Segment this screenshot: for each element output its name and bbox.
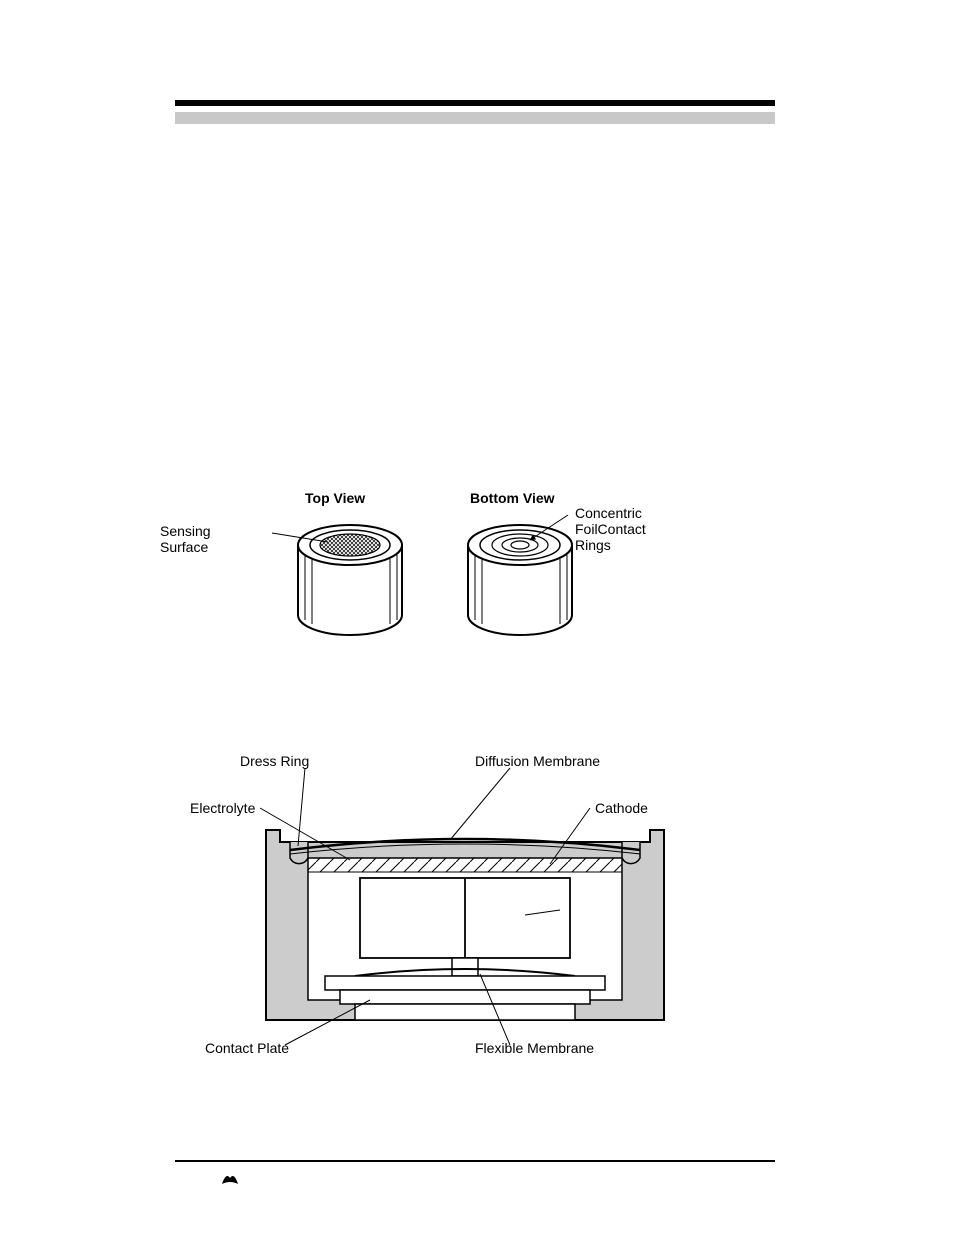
header-rule-black xyxy=(175,100,775,106)
cross-section-diagram xyxy=(190,750,750,1100)
concentric-ring-inner xyxy=(511,541,529,549)
page: Top View Bottom View Sensing Surface Con… xyxy=(0,0,954,1235)
contact-plate xyxy=(325,976,605,1020)
sensing-surface-l2: Surface xyxy=(160,539,208,555)
leader-diffusion xyxy=(450,768,510,840)
footer-logo-icon xyxy=(220,1170,240,1186)
header-rule-gray xyxy=(175,112,775,124)
bottom-view-cylinder xyxy=(468,525,572,635)
sensing-surface-l1: Sensing xyxy=(160,523,211,539)
top-bottom-diagram xyxy=(210,485,670,660)
sensing-surface xyxy=(320,534,380,556)
leader-dress-ring xyxy=(298,768,305,846)
cathode-band xyxy=(308,858,622,872)
footer-rule xyxy=(175,1160,775,1162)
top-view-cylinder xyxy=(298,525,402,635)
